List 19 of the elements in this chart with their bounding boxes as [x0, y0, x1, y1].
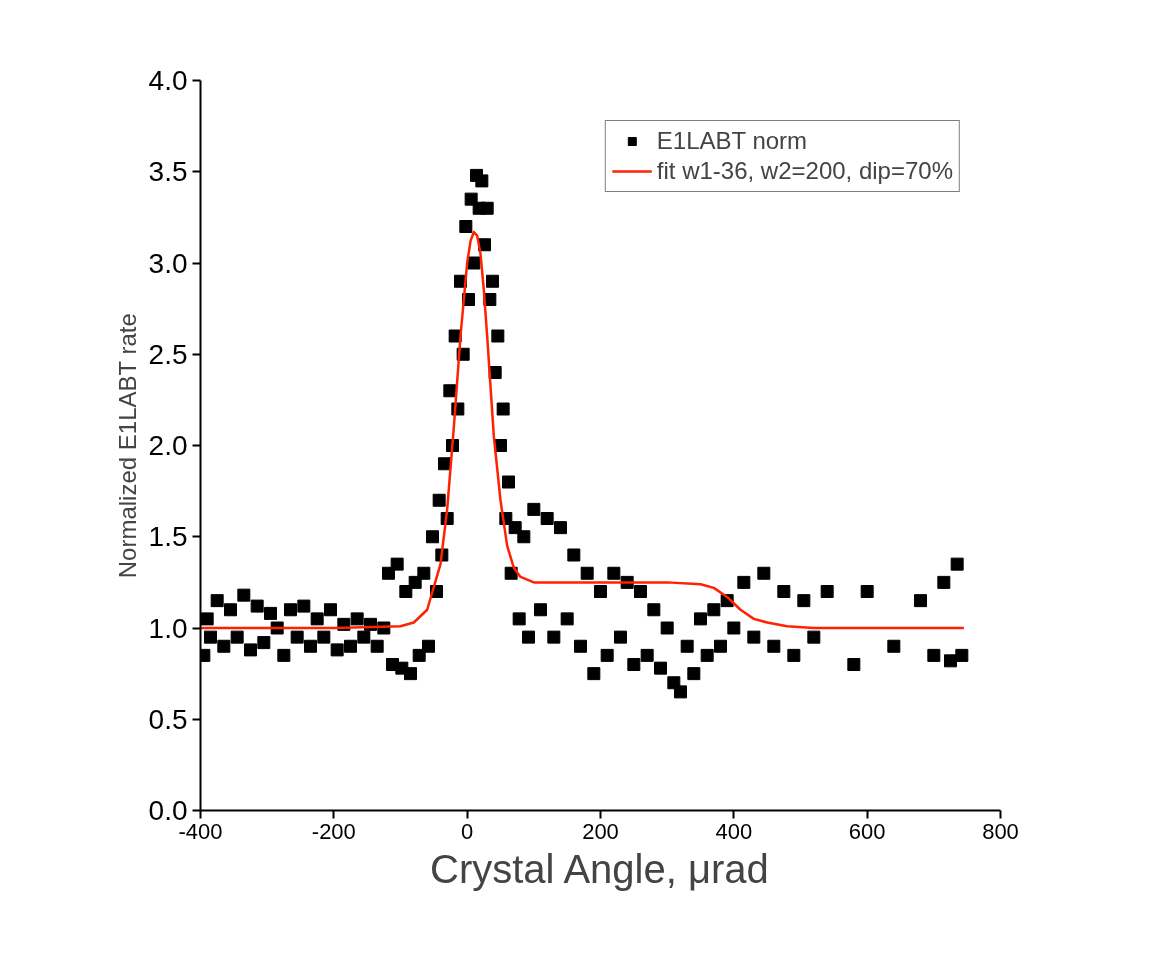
- legend-label: E1LABT norm: [656, 127, 808, 155]
- x-tick-label: -200: [311, 818, 356, 844]
- y-tick-label: 3.0: [148, 247, 188, 279]
- x-axis-title: Crystal Angle, μrad: [430, 846, 769, 891]
- y-tick-label: 2.0: [148, 430, 188, 461]
- y-axis-title: Normalized E1LABT rate: [113, 313, 141, 579]
- x-tick-label: 200: [582, 818, 619, 844]
- y-tick-label: 1.0: [148, 612, 188, 644]
- x-tick-label: 800: [982, 818, 1019, 844]
- y-tick-label: 3.5: [148, 156, 188, 188]
- y-tick-label: 1.5: [148, 521, 188, 553]
- x-tick-label: 400: [715, 818, 753, 844]
- x-tick-label: 0: [461, 818, 474, 844]
- y-tick-label: 2.5: [148, 338, 188, 370]
- y-tick-label: 4.0: [148, 65, 188, 96]
- y-tick-label: 0.5: [148, 703, 188, 735]
- y-tick-label: 0.0: [148, 795, 188, 826]
- x-tick-label: 600: [848, 818, 886, 844]
- legend-label: fit w1-36, w2=200, dip=70%: [656, 157, 953, 185]
